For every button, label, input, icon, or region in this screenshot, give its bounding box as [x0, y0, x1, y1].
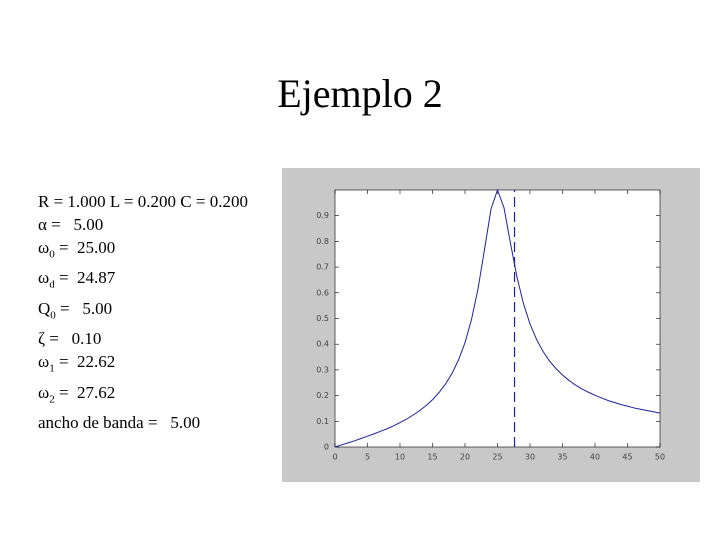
y-tick-label: 0.1 [316, 417, 329, 426]
parameter-row: ωd = 24.87 [38, 266, 248, 296]
y-tick-label: 0.5 [316, 314, 329, 323]
x-tick-label: 40 [590, 453, 600, 462]
x-tick-label: 50 [655, 453, 665, 462]
y-tick-label: 0.9 [316, 211, 329, 220]
x-tick-label: 20 [460, 453, 470, 462]
parameter-value: = 24.87 [54, 268, 116, 288]
parameter-label: ancho de banda = 5.00 [38, 412, 201, 432]
x-tick-label: 35 [557, 453, 567, 462]
x-tick-label: 15 [427, 453, 437, 462]
parameter-value: = 0.10 [45, 329, 102, 349]
parameter-value: = 5.00 [46, 215, 104, 234]
y-tick-label: 0.6 [316, 288, 329, 297]
x-tick-label: 30 [525, 453, 535, 462]
x-tick-label: 25 [492, 453, 502, 462]
parameter-value: = 22.62 [54, 352, 116, 372]
parameter-row: R = 1.000 L = 0.200 C = 0.200 [38, 190, 248, 213]
parameter-label: α [38, 215, 47, 234]
x-tick-label: 10 [395, 453, 405, 462]
parameter-value: = 27.62 [54, 382, 116, 402]
parameter-subscript: 2 [49, 392, 55, 405]
parameter-row: α = 5.00 [38, 213, 248, 236]
parameters: R = 1.000 L = 0.200 C = 0.200 α = 5.00 ω0 … [38, 190, 248, 434]
parameter-subscript: 0 [49, 248, 55, 261]
parameter-label: ω [38, 268, 50, 288]
parameter-value: = 25.00 [54, 238, 116, 257]
parameter-label: ω [38, 238, 50, 257]
y-tick-label: 0.8 [316, 237, 329, 246]
x-tick-label: 0 [332, 453, 337, 462]
x-tick-label: 45 [622, 453, 632, 462]
parameter-label: ω [38, 382, 50, 402]
parameter-label: R = 1.000 L = 0.200 C = 0.200 [38, 192, 248, 211]
parameter-label: ω [38, 352, 50, 372]
parameter-row: ancho de banda = 5.00 [38, 411, 248, 434]
y-tick-label: 0.7 [316, 263, 329, 272]
plot-area [334, 189, 661, 448]
slide-title: Ejemplo 2 [277, 71, 443, 116]
y-tick-label: 0.2 [316, 391, 329, 400]
parameter-row: ω2 = 27.62 [38, 381, 248, 411]
y-tick-label: 0 [324, 443, 329, 452]
y-tick-label: 0.3 [316, 365, 329, 374]
parameter-subscript: 1 [49, 362, 55, 375]
curve [334, 188, 661, 448]
parameter-label: ζ [38, 329, 46, 349]
parameter-subscript: 0 [50, 309, 56, 322]
parameter-row: ω1 = 22.62 [38, 350, 248, 380]
parameter-value: = 5.00 [55, 298, 113, 318]
parameter-row: ζ = 0.10 [38, 327, 248, 350]
parameter-label: Q [38, 298, 51, 318]
parameter-subscript: d [49, 278, 55, 291]
y-tick-label: 0.4 [316, 340, 329, 349]
parameter-row: ω0 = 25.00 [38, 236, 248, 266]
x-tick-label: 5 [365, 453, 370, 462]
parameter-row: Q0 = 5.00 [38, 297, 248, 327]
